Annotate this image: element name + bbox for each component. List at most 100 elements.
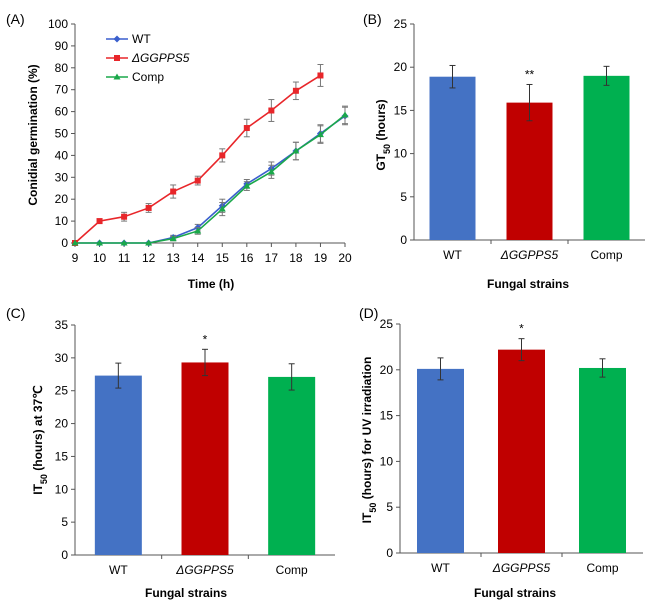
significance-marker: * (519, 322, 524, 336)
panel-a-x-tick-label: 12 (142, 251, 156, 265)
y-tick-label: 10 (55, 482, 69, 496)
bar-2 (268, 376, 316, 555)
panel-d-label: (D) (359, 305, 378, 321)
data-point-triangle (194, 227, 202, 234)
panel-c-heat-chart: (C) IT50 (hours) at 37℃ Fungal strains 0… (6, 305, 335, 600)
y-tick-label: 0 (61, 548, 68, 562)
panel-a-x-tick-label: 9 (72, 251, 79, 265)
panel-a-xlabel: Time (h) (188, 277, 234, 291)
panel-a-series (71, 64, 349, 247)
panel-c-plot: 0 5 10 15 20 25 30 35 WT * ΔGGPPS5 Comp (55, 318, 335, 577)
panel-a-y-tick-label: 30 (55, 170, 69, 184)
category-label: Comp (590, 248, 622, 262)
y-tick-label: 0 (400, 233, 407, 247)
panel-a-x-tick-label: 13 (167, 251, 181, 265)
panel-a-y-tick-label: 40 (55, 148, 69, 162)
panel-a-y-tick-label: 100 (48, 17, 68, 31)
legend-label: Comp (132, 70, 164, 84)
y-tick-label: 5 (386, 500, 393, 514)
data-point-triangle (169, 235, 177, 242)
legend-label: ΔGGPPS5 (131, 51, 190, 65)
y-tick-label: 25 (394, 17, 408, 31)
y-tick-label: 30 (55, 351, 69, 365)
panel-c-xlabel: Fungal strains (145, 586, 227, 600)
series-line-0 (75, 115, 346, 244)
data-point-triangle (71, 239, 79, 246)
data-point-triangle (243, 182, 251, 189)
data-point-triangle (292, 147, 300, 154)
y-tick-label: 25 (55, 384, 69, 398)
series-line-2 (75, 114, 346, 244)
data-point-square (96, 218, 103, 225)
legend-marker (113, 35, 121, 43)
y-tick-label: 25 (380, 317, 394, 331)
category-label: Comp (276, 563, 308, 577)
panel-a-ylabel: Conidial germination (%) (26, 64, 40, 205)
y-tick-label: 20 (55, 417, 69, 431)
panel-a-x-tick-label: 15 (216, 251, 230, 265)
y-tick-label: 10 (380, 454, 394, 468)
y-tick-label: 10 (394, 147, 408, 161)
panel-b-ylabel: GT50 (hours) (374, 99, 392, 170)
panel-a-legend: WT ΔGGPPS5 Comp (106, 32, 190, 84)
bar-1 (181, 362, 229, 555)
panel-d-xlabel: Fungal strains (474, 586, 556, 600)
panel-b-xlabel: Fungal strains (487, 277, 569, 291)
panel-b-gt50-chart: (B) GT50 (hours) Fungal strains 0 5 10 15 20… (363, 11, 645, 291)
data-point-triangle (218, 205, 226, 212)
category-label: WT (109, 563, 128, 577)
data-point-square (219, 152, 226, 159)
panel-c-label: (C) (6, 305, 25, 321)
data-point-triangle (267, 168, 275, 175)
data-point-triangle (120, 239, 128, 246)
data-point-square (317, 72, 324, 79)
panel-a-x-tick-label: 19 (314, 251, 328, 265)
data-point-square (268, 107, 275, 114)
bar-1 (506, 102, 553, 241)
panel-b-plot: 0 5 10 15 20 25 WT ** ΔGGPPS5 Comp (394, 17, 645, 262)
category-label: Comp (586, 561, 618, 575)
panel-d-uv-chart: (D) IT50 (hours) for UV irradiation Fung… (359, 305, 643, 600)
panel-a-x-tick-label: 20 (338, 251, 352, 265)
significance-marker: * (203, 332, 208, 346)
y-tick-label: 15 (55, 449, 69, 463)
legend-marker (113, 73, 121, 80)
data-point-triangle (341, 111, 349, 118)
panel-a-x-tick-label: 10 (93, 251, 107, 265)
panel-c-ylabel: IT50 (hours) at 37℃ (31, 385, 49, 495)
data-point-square (145, 204, 152, 211)
y-tick-label: 15 (394, 103, 408, 117)
bar-2 (579, 367, 626, 553)
category-label: WT (443, 248, 462, 262)
category-label: WT (431, 561, 450, 575)
y-tick-label: 5 (400, 190, 407, 204)
data-point-triangle (316, 131, 324, 138)
panel-a-y-tick-label: 0 (61, 236, 68, 250)
significance-marker: ** (525, 67, 535, 81)
y-tick-label: 20 (394, 60, 408, 74)
panel-d-plot: 0 5 10 15 20 25 WT * ΔGGPPS5 Comp (380, 317, 643, 575)
panel-a-germination-chart: (A) Conidial germination (%) Time (h) 0 1… (6, 11, 352, 291)
panel-a-x-tick-label: 18 (289, 251, 303, 265)
y-tick-label: 5 (61, 515, 68, 529)
data-point-square (243, 125, 250, 132)
panel-b-label: (B) (363, 11, 382, 27)
data-point-square (292, 87, 299, 94)
panel-a-x-tick-label: 17 (265, 251, 279, 265)
category-label: ΔGGPPS5 (175, 563, 234, 577)
y-tick-label: 20 (380, 363, 394, 377)
panel-a-x-tick-label: 14 (191, 251, 205, 265)
bar-0 (429, 76, 476, 240)
bar-1 (498, 349, 545, 553)
panel-a-axes: 0 10 20 30 40 50 60 70 80 90 100 9 10 11 12 13 14 15 16 17 1… (48, 17, 352, 265)
panel-a-x-tick-label: 11 (118, 251, 131, 265)
panel-a-y-tick-label: 50 (55, 127, 69, 141)
category-label: ΔGGPPS5 (500, 248, 559, 262)
data-point-square (121, 213, 128, 220)
y-tick-label: 15 (380, 409, 394, 423)
panel-a-y-tick-label: 10 (55, 214, 69, 228)
panel-a-y-tick-label: 60 (55, 105, 69, 119)
y-tick-label: 0 (386, 546, 393, 560)
legend-marker (114, 55, 120, 61)
category-label: ΔGGPPS5 (492, 561, 551, 575)
